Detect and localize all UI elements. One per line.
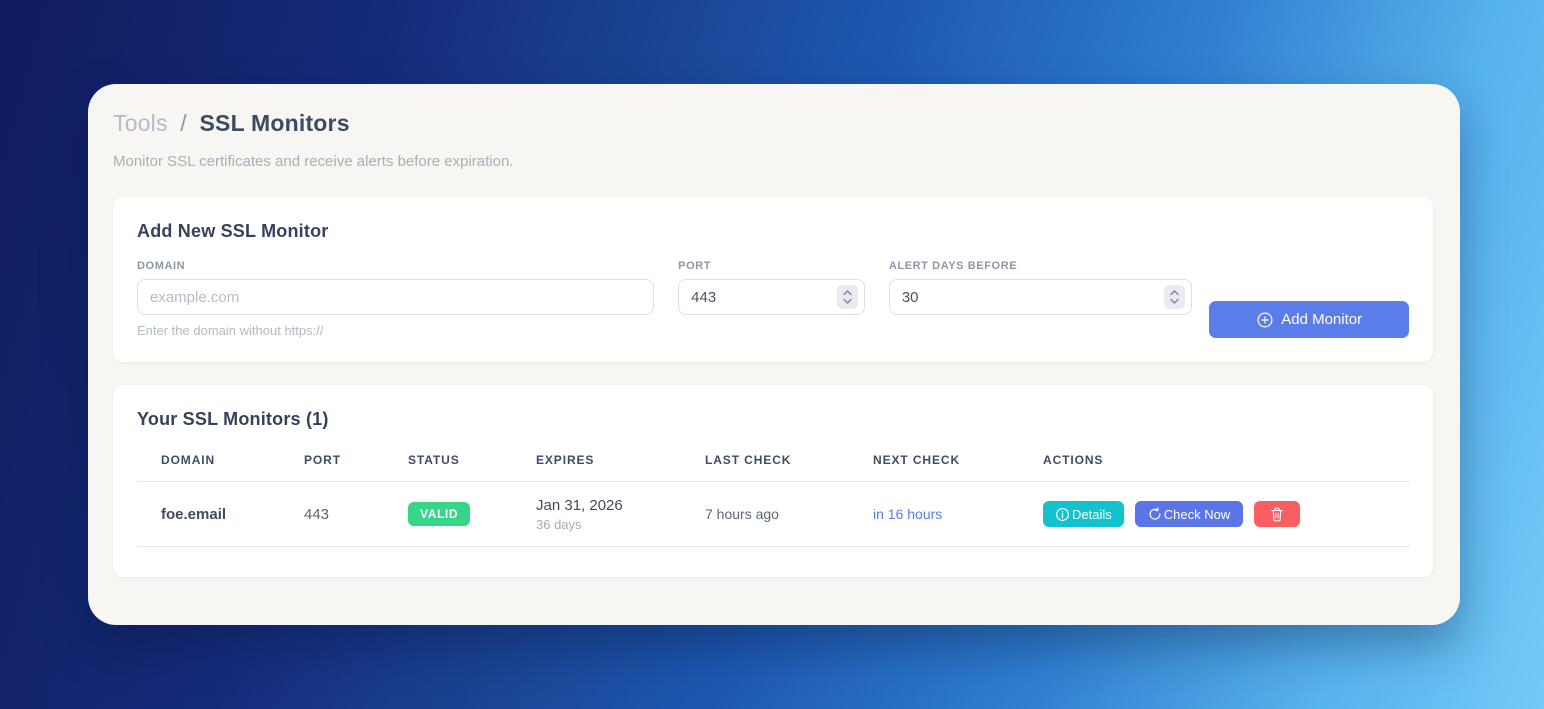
col-header-last-check: LAST CHECK (705, 447, 873, 482)
alert-days-input[interactable] (888, 279, 1193, 315)
col-header-status: STATUS (408, 447, 536, 482)
col-header-actions: ACTIONS (1043, 447, 1410, 482)
col-header-domain: DOMAIN (137, 447, 304, 482)
add-monitor-panel: Add New SSL Monitor DOMAIN Enter the dom… (113, 197, 1433, 362)
monitors-table: DOMAIN PORT STATUS EXPIRES LAST CHECK NE… (137, 447, 1410, 547)
delete-button[interactable] (1254, 501, 1301, 527)
page-subtitle: Monitor SSL certificates and receive ale… (113, 153, 514, 170)
alert-days-label: ALERT DAYS BEFORE (888, 260, 1018, 272)
monitor-domain: foe.email (137, 481, 304, 547)
col-header-port: PORT (304, 447, 408, 482)
col-header-expires: EXPIRES (536, 447, 705, 482)
info-circle-icon (1056, 507, 1069, 521)
add-monitor-button-label: Add Monitor (1281, 311, 1363, 328)
refresh-icon (1149, 507, 1161, 520)
breadcrumb-separator: / (180, 110, 187, 136)
breadcrumb: Tools / SSL Monitors (113, 110, 1433, 137)
page-title: SSL Monitors (199, 110, 350, 136)
trash-icon (1271, 507, 1283, 521)
monitor-port: 443 (304, 481, 408, 547)
monitors-panel: Your SSL Monitors (1) DOMAIN PORT STATUS… (113, 385, 1433, 577)
col-header-next-check: NEXT CHECK (873, 447, 1043, 482)
expires-date: Jan 31, 2026 (536, 496, 623, 514)
add-monitor-button[interactable]: Add Monitor (1209, 301, 1409, 338)
add-monitor-title: Add New SSL Monitor (137, 221, 329, 241)
details-button-label: Details (1072, 506, 1112, 522)
port-label: PORT (678, 260, 712, 272)
check-now-button[interactable]: Check Now (1134, 501, 1244, 527)
expires-days-remaining: 36 days (536, 516, 582, 532)
monitors-title: Your SSL Monitors (1) (137, 409, 329, 429)
breadcrumb-tools-link[interactable]: Tools (113, 110, 168, 136)
port-field-group: PORT (678, 260, 865, 315)
details-button[interactable]: Details (1043, 501, 1124, 527)
chevron-down-icon (1170, 298, 1180, 304)
chevron-down-icon (843, 298, 852, 304)
next-check: in 16 hours (873, 481, 1043, 547)
domain-label: DOMAIN (137, 260, 186, 272)
status-badge: VALID (408, 502, 471, 526)
domain-help-text: Enter the domain without https:// (137, 323, 324, 338)
chevron-up-icon (843, 290, 852, 296)
ssl-monitors-page-card: Tools / SSL Monitors Monitor SSL certifi… (88, 84, 1460, 625)
chevron-up-icon (1170, 290, 1180, 296)
table-row: foe.email 443 VALID Jan 31, 2026 36 days… (137, 481, 1410, 547)
table-header-row: DOMAIN PORT STATUS EXPIRES LAST CHECK NE… (137, 447, 1410, 482)
alert-days-field-group: ALERT DAYS BEFORE (888, 260, 1193, 315)
last-check: 7 hours ago (705, 481, 873, 547)
alert-days-stepper[interactable] (1164, 285, 1186, 309)
check-now-button-label: Check Now (1163, 506, 1231, 522)
row-actions: Details Check Now (1043, 501, 1410, 527)
domain-field-group: DOMAIN Enter the domain without https:// (137, 260, 655, 338)
add-monitor-form: DOMAIN Enter the domain without https://… (137, 260, 1409, 338)
port-stepper[interactable] (836, 285, 858, 309)
port-input[interactable] (678, 279, 865, 315)
plus-circle-icon (1257, 312, 1273, 327)
domain-input[interactable] (137, 279, 655, 315)
